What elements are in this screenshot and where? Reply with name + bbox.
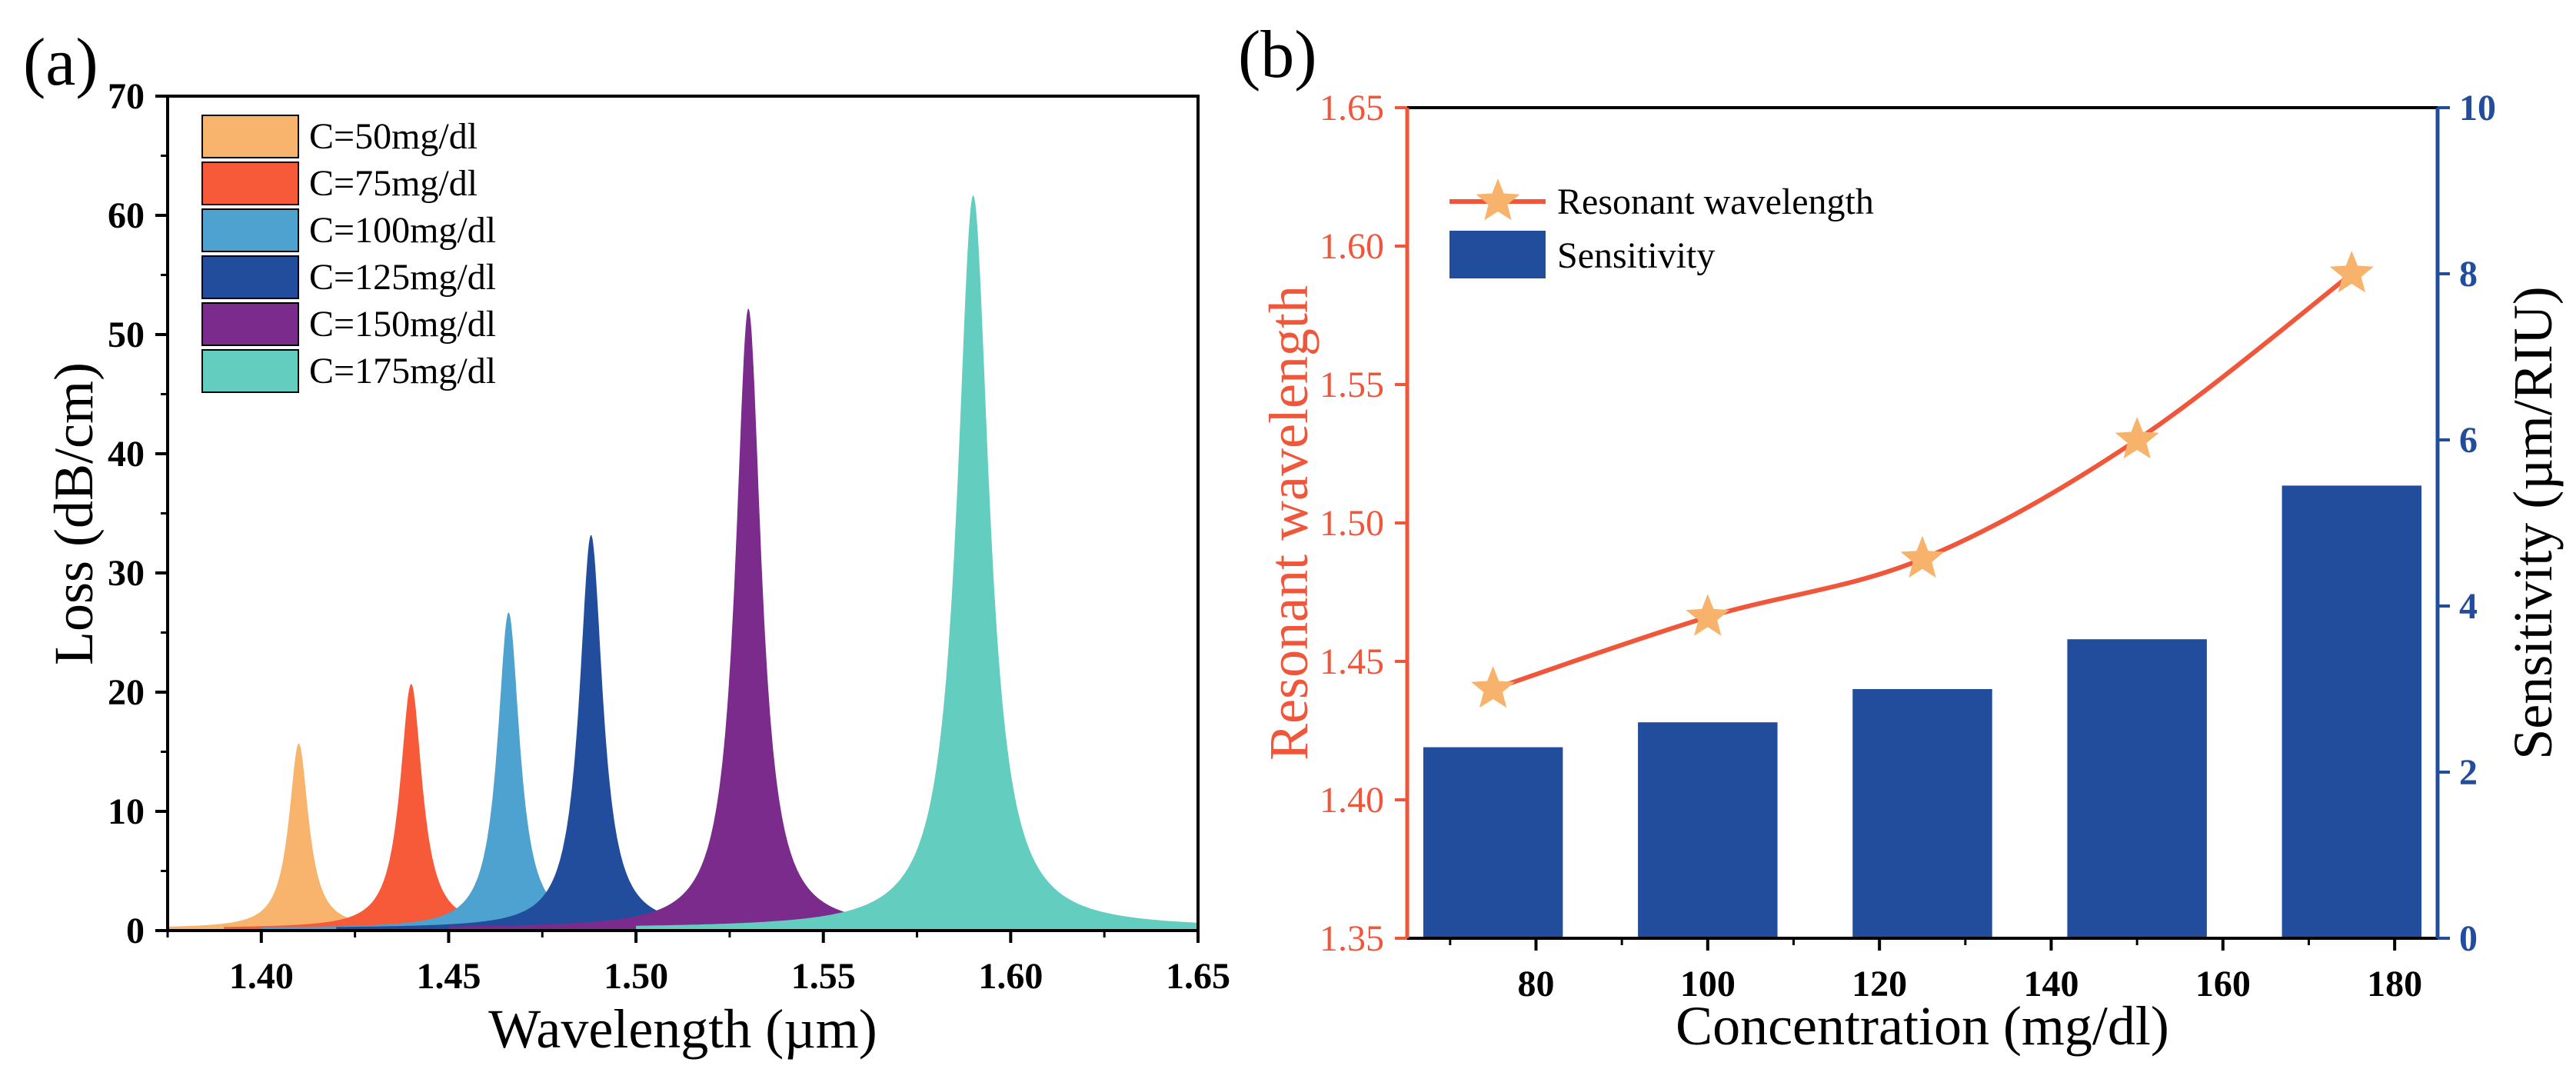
- x-tick-label: 140: [2024, 964, 2079, 1004]
- left-y-tick-label: 1.65: [1320, 88, 1384, 128]
- right-y-tick-label: 8: [2459, 254, 2478, 295]
- loss-area-3: [261, 612, 711, 931]
- resonant-wavelength-point-4: [2115, 417, 2159, 459]
- x-tick-label: 1.55: [791, 956, 856, 997]
- legend-star-marker: [1476, 178, 1520, 221]
- panel-a-loss-spectra: (a) 1.40 1.45 1.50 1.55 1.60 1.65 0 10 20 30 40 50…: [23, 25, 1230, 1060]
- legend-swatch-5: [201, 302, 299, 346]
- resonant-wavelength-point-5: [2329, 251, 2374, 293]
- y-tick-label: 0: [126, 911, 145, 951]
- x-tick-label: 160: [2195, 964, 2251, 1004]
- right-y-tick-label: 10: [2459, 88, 2496, 128]
- panel-a-label: (a): [23, 25, 98, 100]
- y-tick-label: 20: [108, 672, 145, 713]
- legend-swatch-1: [201, 115, 299, 158]
- right-y-tick-label: 0: [2459, 918, 2478, 959]
- x-tick-label: 180: [2367, 964, 2422, 1004]
- sensitivity-bar-2: [1638, 722, 1778, 938]
- x-tick-label: 100: [1680, 964, 1736, 1004]
- panel-a-y-ticks: 0 10 20 30 40 50 60 70: [108, 76, 168, 951]
- panel-a-x-ticks: 1.40 1.45 1.50 1.55 1.60 1.65: [166, 931, 1230, 997]
- panel-b-left-y-axis-label: Resonant wavelength: [1258, 285, 1320, 761]
- x-tick-label: 1.50: [604, 956, 668, 997]
- x-tick-label: 1.45: [416, 956, 481, 997]
- y-tick-label: 30: [108, 553, 145, 594]
- sensitivity-bar-3: [1852, 689, 1992, 938]
- legend-label-sensitivity: Sensitivity: [1557, 235, 1715, 276]
- legend-swatch-sensitivity: [1449, 231, 1546, 278]
- left-y-tick-label: 1.60: [1320, 226, 1384, 267]
- y-tick-label: 10: [108, 791, 145, 832]
- panel-b-resonant-wavelength-line: [1471, 251, 2374, 708]
- left-y-tick-label: 1.35: [1320, 918, 1384, 959]
- legend-label-4: C=125mg/dl: [309, 257, 496, 298]
- panel-b-right-y-axis-label: Sensitivity (µm/RIU): [2502, 286, 2564, 759]
- panel-b-left-y-ticks: 1.35 1.40 1.45 1.50 1.55 1.60 1.65: [1320, 88, 1409, 959]
- x-tick-label: 120: [1852, 964, 1907, 1004]
- resonant-wavelength-point-3: [1900, 535, 1945, 578]
- legend-swatch-2: [201, 162, 299, 205]
- resonant-wavelength-point-1: [1471, 666, 1516, 708]
- panel-a-x-axis-label: Wavelength (µm): [488, 998, 877, 1060]
- legend-swatch-4: [201, 255, 299, 299]
- legend-label-5: C=150mg/dl: [309, 304, 496, 345]
- x-tick-label: 1.60: [978, 956, 1043, 997]
- legend-label-2: C=75mg/dl: [309, 163, 478, 204]
- x-tick-label: 80: [1518, 964, 1555, 1004]
- right-y-tick-label: 4: [2459, 586, 2478, 627]
- loss-area-2: [224, 684, 637, 931]
- panel-b-resonance-sensitivity: (b) 80 100 120 140 160 180 1.351.401.451.501.…: [1238, 18, 2564, 1057]
- panel-b-x-axis-label: Concentration (mg/dl): [1676, 995, 2169, 1057]
- left-y-tick-label: 1.40: [1320, 780, 1384, 821]
- panel-b-sensitivity-bars: [1423, 485, 2422, 938]
- legend-swatch-6: [201, 349, 299, 393]
- right-y-tick-label: 2: [2459, 752, 2478, 793]
- panel-b-legend: Resonant wavelength Sensitivity: [1449, 178, 1874, 278]
- resonant-wavelength-curve: [1492, 271, 2354, 691]
- y-tick-label: 50: [108, 315, 145, 355]
- right-y-tick-label: 6: [2459, 420, 2478, 461]
- legend-label-resonant: Resonant wavelength: [1557, 181, 1874, 222]
- y-tick-label: 40: [108, 434, 145, 475]
- panel-b-x-ticks: 80 100 120 140 160 180: [1449, 938, 2422, 1004]
- sensitivity-bar-5: [2281, 485, 2422, 938]
- sensitivity-bar-4: [2067, 639, 2207, 938]
- y-tick-label: 70: [108, 76, 145, 117]
- panel-a-y-axis-label: Loss (dB/cm): [43, 362, 105, 665]
- legend-label-3: C=100mg/dl: [309, 210, 496, 251]
- legend-label-1: C=50mg/dl: [309, 116, 478, 157]
- left-y-tick-label: 1.45: [1320, 641, 1384, 682]
- panel-a-legend: C=50mg/dl C=75mg/dl C=100mg/dl C=125mg/dl C=…: [201, 115, 496, 393]
- left-y-tick-label: 1.55: [1320, 365, 1384, 405]
- legend-swatch-3: [201, 208, 299, 252]
- resonant-wavelength-point-2: [1686, 594, 1730, 636]
- panel-a-areas: [168, 195, 1198, 931]
- x-tick-label: 1.40: [229, 956, 294, 997]
- panel-b-right-y-ticks: 0 2 4 6 8 10: [2435, 88, 2496, 959]
- panel-b-label: (b): [1238, 18, 1317, 92]
- y-tick-label: 60: [108, 195, 145, 236]
- legend-label-6: C=175mg/dl: [309, 351, 496, 391]
- x-tick-label: 1.65: [1166, 956, 1230, 997]
- sensitivity-bar-1: [1423, 747, 1563, 938]
- left-y-tick-label: 1.50: [1320, 503, 1384, 544]
